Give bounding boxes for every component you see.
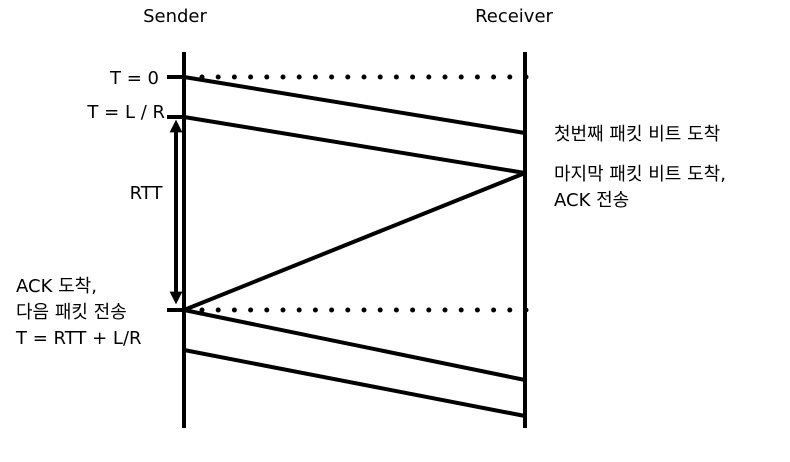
next-packet-last-bit-line (183, 348, 526, 418)
label-last-bit-arrive-line1: 마지막 패킷 비트 도착, (554, 164, 726, 185)
first-bit-line (183, 75, 526, 135)
label-ack-arrive-line1: ACK 도착, (16, 276, 97, 297)
last-bit-line (183, 115, 526, 175)
label-ack-arrive-line3: T = RTT + L/R (15, 328, 142, 349)
label-ack-arrive-line2: 다음 패킷 전송 (16, 302, 127, 323)
label-t0: T = 0 (109, 68, 159, 89)
label-rtt: RTT (130, 183, 164, 204)
label-t-lr: T = L / R (86, 102, 165, 123)
label-last-bit-arrive-line2: ACK 전송 (554, 190, 629, 211)
sender-header: Sender (143, 6, 207, 27)
label-first-bit-arrive: 첫번째 패킷 비트 도착 (554, 124, 720, 145)
receiver-header: Receiver (475, 6, 553, 27)
next-packet-first-bit-line (183, 308, 526, 382)
ack-line (183, 171, 526, 312)
